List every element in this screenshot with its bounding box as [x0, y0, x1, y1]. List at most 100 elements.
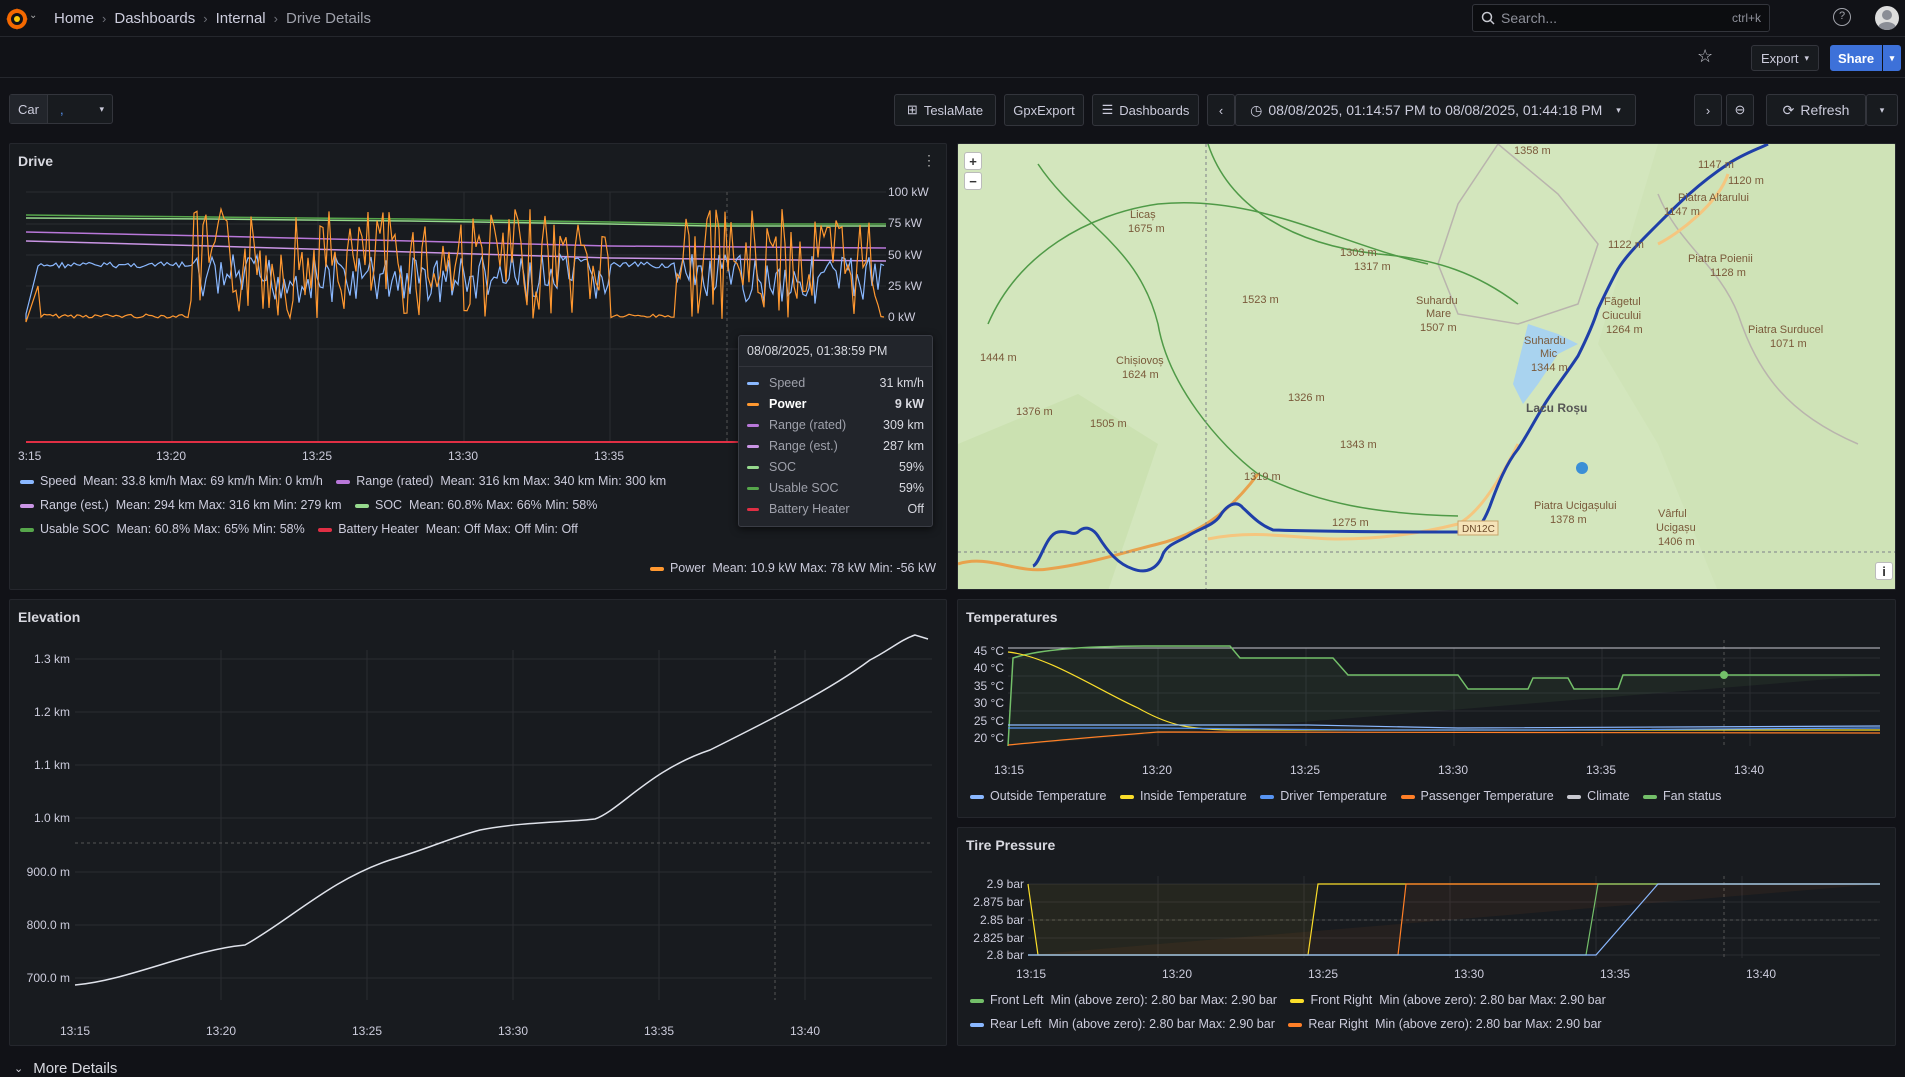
drive-legend-row-1: Speed Mean: 33.8 km/h Max: 69 km/h Min: … — [20, 474, 676, 488]
temp-y-tick: 45 °C — [974, 644, 1004, 658]
dashboards-label: Dashboards — [1119, 102, 1190, 118]
legend-item-soc[interactable]: SOC Mean: 60.8% Max: 66% Min: 58% — [355, 498, 597, 512]
legend-item-rear-right[interactable]: Rear Right Min (above zero): 2.80 bar Ma… — [1288, 1017, 1602, 1031]
temp-x-tick: 13:40 — [1734, 763, 1764, 777]
share-dropdown-button[interactable]: ▾ — [1883, 45, 1901, 71]
time-range-label: 08/08/2025, 01:14:57 PM to 08/08/2025, 0… — [1268, 102, 1603, 118]
chevron-down-icon: ▾ — [1804, 52, 1810, 63]
tire-y-tick: 2.9 bar — [987, 877, 1024, 891]
grafana-logo-icon[interactable] — [4, 6, 30, 32]
elevation-x-tick: 13:25 — [352, 1024, 382, 1038]
zoom-out-time-button[interactable]: ⊖ — [1726, 94, 1754, 126]
svg-text:1264 m: 1264 m — [1606, 324, 1643, 336]
breadcrumb-home[interactable]: Home — [54, 10, 95, 27]
drive-y-tick: 25 kW — [888, 279, 923, 293]
search-icon — [1481, 11, 1495, 25]
chevron-down-icon: ⌄ — [14, 1063, 24, 1075]
tooltip-row-range-rated: Range (rated) 309 km — [747, 416, 924, 434]
map-zoom-in-button[interactable]: + — [964, 152, 982, 170]
temperatures-legend: Outside Temperature Inside Temperature D… — [970, 789, 1731, 803]
svg-text:1378 m: 1378 m — [1550, 514, 1587, 526]
elevation-chart[interactable]: 1.3 km 1.2 km 1.1 km 1.0 km 900.0 m 800.… — [10, 600, 948, 1047]
star-icon[interactable]: ☆ — [1697, 46, 1714, 66]
tire-legend-row-1: Front Left Min (above zero): 2.80 bar Ma… — [970, 993, 1616, 1007]
zoom-out-icon: ⊖ — [1734, 102, 1746, 117]
elevation-x-tick: 13:35 — [644, 1024, 674, 1038]
legend-item-range-est[interactable]: Range (est.) Mean: 294 km Max: 316 km Mi… — [20, 498, 342, 512]
search-input[interactable]: Search... ctrl+k — [1472, 4, 1770, 32]
tire-y-tick: 2.8 bar — [987, 948, 1024, 962]
time-range-picker[interactable]: ◷ 08/08/2025, 01:14:57 PM to 08/08/2025,… — [1235, 94, 1636, 126]
drive-x-tick: 13:30 — [448, 449, 478, 463]
map-labels: 1358 m 1147 m 1120 m Piatra Altarului 11… — [980, 145, 1823, 548]
legend-item-inside-temp[interactable]: Inside Temperature — [1119, 789, 1247, 803]
drive-chart[interactable]: 100 kW 75 kW 50 kW 25 kW 0 kW 3:15 13:20… — [10, 144, 948, 591]
refresh-label: Refresh — [1800, 102, 1850, 118]
breadcrumb-internal[interactable]: Internal — [215, 10, 266, 27]
legend-item-passenger-temp[interactable]: Passenger Temperature — [1400, 789, 1554, 803]
legend-item-rear-left[interactable]: Rear Left Min (above zero): 2.80 bar Max… — [970, 1017, 1275, 1031]
svg-text:1376 m: 1376 m — [1016, 406, 1053, 418]
map-zoom-out-button[interactable]: − — [964, 172, 982, 190]
time-forward-button[interactable]: › — [1694, 94, 1722, 126]
svg-text:1343 m: 1343 m — [1340, 439, 1377, 451]
export-button[interactable]: Export ▾ — [1751, 45, 1819, 71]
legend-item-speed[interactable]: Speed Mean: 33.8 km/h Max: 69 km/h Min: … — [20, 474, 323, 488]
elevation-x-tick: 13:40 — [790, 1024, 820, 1038]
legend-item-usable-soc[interactable]: Usable SOC Mean: 60.8% Max: 65% Min: 58% — [20, 522, 305, 536]
search-shortcut: ctrl+k — [1731, 11, 1761, 25]
svg-text:Lacu Roșu: Lacu Roșu — [1526, 401, 1587, 415]
share-label: Share — [1837, 50, 1875, 66]
refresh-button[interactable]: ⟳ Refresh — [1766, 94, 1866, 126]
refresh-interval-dropdown[interactable]: ▾ — [1866, 94, 1898, 126]
share-button[interactable]: Share — [1830, 45, 1882, 71]
drive-y-tick: 100 kW — [888, 185, 929, 199]
svg-text:Licaș: Licaș — [1130, 209, 1156, 221]
svg-text:1624 m: 1624 m — [1122, 369, 1159, 381]
map-panel[interactable]: 1358 m 1147 m 1120 m Piatra Altarului 11… — [957, 143, 1896, 590]
svg-text:Mic: Mic — [1540, 348, 1558, 360]
legend-item-climate[interactable]: Climate — [1567, 789, 1630, 803]
temperatures-panel: Temperatures 45 °C 40 °C 35 °C 30 °C 25 … — [957, 599, 1896, 818]
tooltip-time: 08/08/2025, 01:38:59 PM — [747, 344, 888, 358]
svg-text:1406 m: 1406 m — [1658, 536, 1695, 548]
teslamate-link[interactable]: ⊞ TeslaMate — [894, 94, 996, 126]
svg-text:Chișiovoș: Chișiovoș — [1116, 355, 1164, 367]
panel-menu-icon[interactable]: ⋮ — [922, 152, 936, 168]
temperatures-chart[interactable]: 45 °C 40 °C 35 °C 30 °C 25 °C 20 °C 13:1… — [958, 600, 1897, 819]
map-info-button[interactable]: i — [1875, 562, 1893, 580]
gpxexport-link[interactable]: GpxExport — [1004, 94, 1084, 126]
legend-item-front-left[interactable]: Front Left Min (above zero): 2.80 bar Ma… — [970, 993, 1277, 1007]
breadcrumb-dashboards[interactable]: Dashboards — [114, 10, 196, 27]
elevation-y-tick: 1.3 km — [34, 652, 70, 666]
car-variable[interactable]: Car , ▾ — [9, 94, 113, 124]
legend-item-power[interactable]: Power Mean: 10.9 kW Max: 78 kW Min: -56 … — [649, 561, 936, 575]
more-details-row[interactable]: ⌄ More Details — [14, 1060, 117, 1077]
tooltip-row-power: Power 9 kW — [747, 395, 924, 413]
drive-y-tick: 0 kW — [888, 310, 916, 324]
map-canvas[interactable]: 1358 m 1147 m 1120 m Piatra Altarului 11… — [958, 144, 1896, 590]
help-icon[interactable]: ? — [1833, 8, 1851, 26]
legend-item-outside-temp[interactable]: Outside Temperature — [970, 789, 1107, 803]
dashboards-link[interactable]: ☰ Dashboards — [1092, 94, 1199, 126]
tooltip-row-usable-soc: Usable SOC 59% — [747, 479, 924, 497]
svg-text:Piatra Altarului: Piatra Altarului — [1678, 192, 1749, 204]
legend-item-range-rated[interactable]: Range (rated) Mean: 316 km Max: 340 km M… — [336, 474, 666, 488]
tire-x-tick: 13:40 — [1746, 967, 1776, 981]
legend-item-fan-status[interactable]: Fan status — [1643, 789, 1721, 803]
chevron-right-icon: › — [273, 11, 278, 26]
temp-y-tick: 40 °C — [974, 661, 1004, 675]
chevron-down-icon[interactable]: ⌄ — [29, 10, 38, 21]
svg-text:1505 m: 1505 m — [1090, 418, 1127, 430]
svg-text:1147 m: 1147 m — [1698, 159, 1734, 171]
chevron-right-icon: › — [203, 11, 208, 26]
avatar[interactable] — [1875, 6, 1899, 30]
legend-item-front-right[interactable]: Front Right Min (above zero): 2.80 bar M… — [1290, 993, 1606, 1007]
temp-y-tick: 20 °C — [974, 731, 1004, 745]
legend-item-battery-heater[interactable]: Battery Heater Mean: Off Max: Off Min: O… — [318, 522, 578, 536]
svg-text:1122 m: 1122 m — [1608, 239, 1644, 251]
legend-item-driver-temp[interactable]: Driver Temperature — [1260, 789, 1387, 803]
tire-y-tick: 2.875 bar — [973, 895, 1024, 909]
tire-pressure-chart[interactable]: 2.9 bar 2.875 bar 2.85 bar 2.825 bar 2.8… — [958, 828, 1897, 1047]
time-back-button[interactable]: ‹ — [1207, 94, 1235, 126]
